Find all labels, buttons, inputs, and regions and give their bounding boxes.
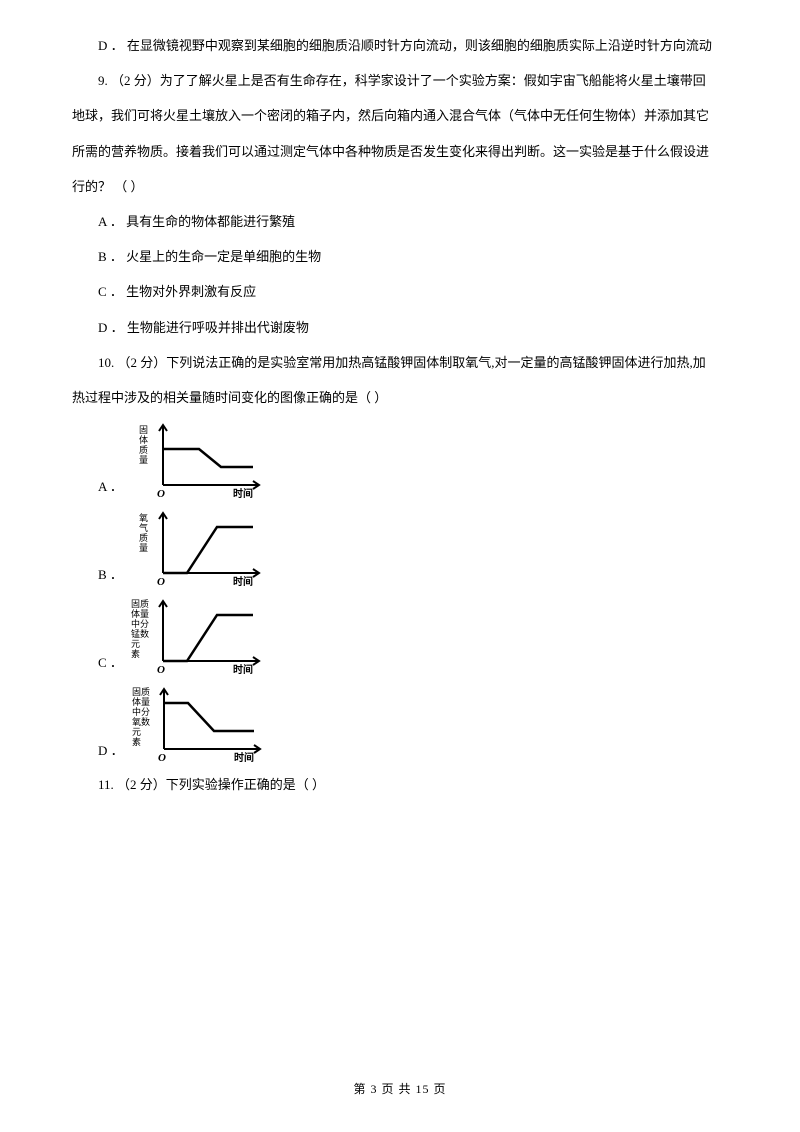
q10-option-d-row: D ． 固质 体量 中分 氧数 元 素 O 时间 <box>98 681 728 767</box>
q9-option-a: A ． 具有生命的物体都能进行繁殖 <box>72 206 728 237</box>
svg-text:气: 气 <box>139 522 148 533</box>
q9-stem-line2: 地球，我们可将火星土壤放入一个密闭的箱子内，然后向箱内通入混合气体（气体中无任何… <box>72 100 728 131</box>
q10-option-a-row: A ． 固 体 质 量 O 时间 <box>98 417 728 503</box>
svg-text:素: 素 <box>131 648 140 659</box>
q9-option-b: B ． 火星上的生命一定是单细胞的生物 <box>72 241 728 272</box>
svg-text:量: 量 <box>139 455 148 465</box>
q9-stem-line3: 所需的营养物质。接着我们可以通过测定气体中各种物质是否发生变化来得出判断。这一实… <box>72 136 728 167</box>
q9-option-c: C ． 生物对外界刺激有反应 <box>72 276 728 307</box>
q10-option-c-row: C ． 固质 体量 中分 锰数 元 素 O 时间 <box>98 593 728 679</box>
svg-text:中分: 中分 <box>132 706 150 717</box>
q9-option-d: D ． 生物能进行呼吸并排出代谢废物 <box>72 312 728 343</box>
svg-text:O: O <box>157 664 165 676</box>
q10-option-c-label: C ． <box>98 656 123 679</box>
svg-text:素: 素 <box>132 736 141 747</box>
q10-option-b-row: B ． 氧 气 质 量 O 时间 <box>98 505 728 591</box>
q10-stem-line2: 热过程中涉及的相关量随时间变化的图像正确的是（ ） <box>72 382 728 413</box>
svg-text:O: O <box>157 488 165 500</box>
svg-text:氧数: 氧数 <box>132 716 150 727</box>
svg-text:O: O <box>158 752 166 764</box>
q10-option-d-label: D ． <box>98 744 124 767</box>
svg-text:元: 元 <box>132 727 141 737</box>
svg-text:固: 固 <box>139 425 148 435</box>
q10-stem-line1: 10. （2 分）下列说法正确的是实验室常用加热高锰酸钾固体制取氧气,对一定量的… <box>72 347 728 378</box>
page-footer: 第 3 页 共 15 页 <box>0 1075 800 1104</box>
q10-graph-b: 氧 气 质 量 O 时间 <box>129 505 269 591</box>
svg-text:固质: 固质 <box>131 598 149 609</box>
svg-text:元: 元 <box>131 639 140 649</box>
svg-text:时间: 时间 <box>233 575 253 588</box>
q10-option-a-label: A ． <box>98 480 123 503</box>
q9-stem-line4: 行的？ （ ） <box>72 171 728 202</box>
svg-text:时间: 时间 <box>234 751 254 764</box>
svg-text:质: 质 <box>139 444 148 455</box>
q10-graph-c: 固质 体量 中分 锰数 元 素 O 时间 <box>129 593 279 679</box>
svg-text:体量: 体量 <box>131 608 149 619</box>
svg-text:体: 体 <box>139 434 148 445</box>
svg-text:时间: 时间 <box>233 663 253 676</box>
q9-stem-line1: 9. （2 分）为了了解火星上是否有生命存在，科学家设计了一个实验方案：假如宇宙… <box>72 65 728 96</box>
q10-graph-a: 固 体 质 量 O 时间 <box>129 417 269 503</box>
svg-text:锰数: 锰数 <box>131 628 149 639</box>
svg-text:O: O <box>157 576 165 588</box>
svg-text:固质: 固质 <box>132 686 150 697</box>
svg-text:中分: 中分 <box>131 618 149 629</box>
q11-stem: 11. （2 分）下列实验操作正确的是（ ） <box>72 769 728 800</box>
svg-text:氧: 氧 <box>139 512 148 523</box>
q8-option-d: D ． 在显微镜视野中观察到某细胞的细胞质沿顺时针方向流动，则该细胞的细胞质实际… <box>72 30 728 61</box>
svg-text:体量: 体量 <box>132 696 150 707</box>
svg-text:质: 质 <box>139 532 148 543</box>
q10-option-b-label: B ． <box>98 568 123 591</box>
q10-graph-d: 固质 体量 中分 氧数 元 素 O 时间 <box>130 681 280 767</box>
svg-text:量: 量 <box>139 543 148 553</box>
svg-text:时间: 时间 <box>233 487 253 500</box>
